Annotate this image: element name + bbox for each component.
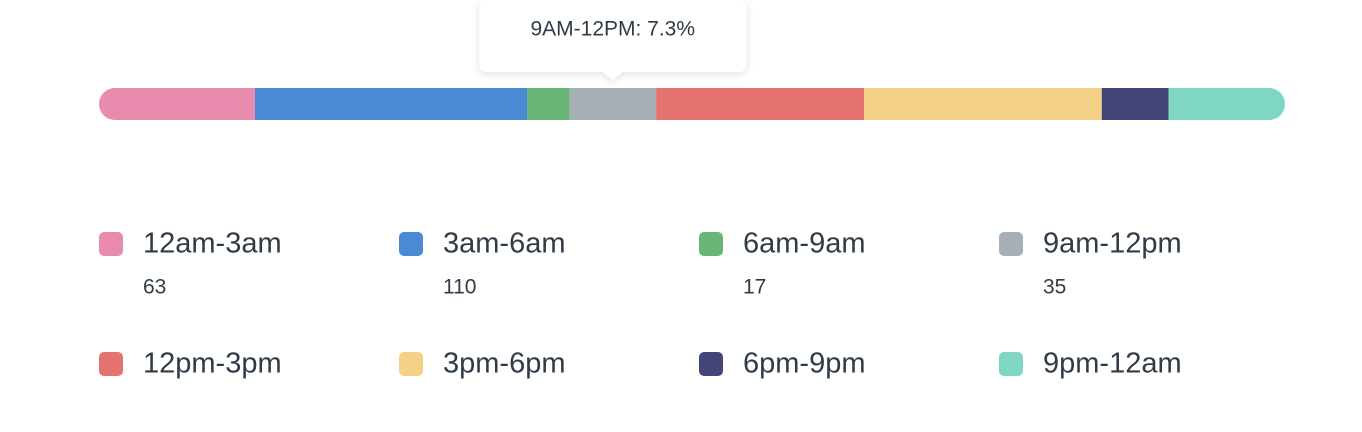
legend-value: 110 [443,276,476,299]
tooltip-text: 9AM-12PM: 7.3% [530,18,695,41]
legend-label: 6pm-9pm [743,348,866,380]
bar-segment[interactable] [864,88,1102,120]
legend-label: 3pm-6pm [443,348,566,380]
legend-swatch [699,232,723,256]
bar-segment[interactable] [569,88,657,120]
legend-label: 9pm-12am [1043,348,1182,380]
legend-value: 35 [1043,276,1066,299]
legend-swatch [99,232,123,256]
legend-label: 9am-12pm [1043,228,1182,260]
legend-swatch [999,232,1023,256]
legend-label: 12pm-3pm [143,348,282,380]
legend-swatch [99,352,123,376]
tooltip-box [479,0,747,80]
legend-value: 63 [143,276,166,299]
legend-value: 17 [743,276,766,299]
legend-swatch [999,352,1023,376]
legend-label: 12am-3am [143,228,282,260]
bar-group [99,88,1285,120]
bar-segment[interactable] [254,88,528,120]
bar-segment[interactable] [656,88,865,120]
tooltip: 9AM-12PM: 7.3% [479,0,747,80]
legend-swatch [699,352,723,376]
legend-label: 3am-6am [443,228,566,260]
bar-segment[interactable] [99,88,255,120]
bar-segment[interactable] [527,88,570,120]
legend-swatch [399,232,423,256]
legend-swatch [399,352,423,376]
legend-label: 6am-9am [743,228,866,260]
bar-segment[interactable] [1168,88,1285,120]
bar-segment[interactable] [1101,88,1169,120]
legend: 12am-3am 63 3am-6am 110 6am-9am 17 9am-12pm 35 1… [99,228,1182,380]
